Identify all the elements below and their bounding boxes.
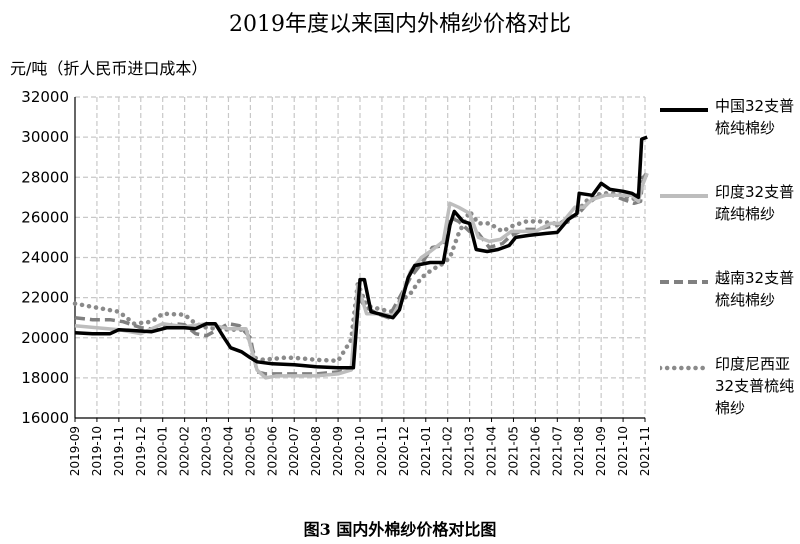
- x-tick-label: 2020-07: [287, 426, 301, 476]
- x-tick-label: 2020-11: [375, 426, 389, 476]
- x-tick-label: 2021-09: [594, 426, 608, 476]
- legend: 中国32支普梳纯棉纱 印度32支普疏纯棉纱 越南32支普梳纯棉纱 印度尼西亚32…: [660, 95, 800, 439]
- y-tick-label: 22000: [21, 289, 69, 307]
- x-tick-labels: 2019-09 2019-10 2019-11 2019-12 2020-01 2020-…: [68, 426, 652, 476]
- x-tick-label: 2020-03: [200, 426, 214, 476]
- x-tick-label: 2020-10: [353, 426, 367, 476]
- y-tick-label: 28000: [21, 168, 69, 186]
- x-tick-label: 2021-06: [528, 426, 542, 476]
- y-tick-label: 20000: [21, 329, 69, 347]
- x-tick-label: 2021-08: [572, 426, 586, 476]
- y-tick-label: 30000: [21, 128, 69, 146]
- y-axis-unit-label: 元/吨（折人民币进口成本）: [10, 59, 208, 78]
- x-tick-label: 2021-07: [550, 426, 564, 476]
- x-tick-label: 2021-02: [441, 426, 455, 476]
- legend-swatch-vietnam: [660, 280, 708, 284]
- y-tick-label: 16000: [21, 409, 69, 427]
- x-tick-label: 2019-11: [112, 426, 126, 476]
- legend-label-china: 中国32支普梳纯棉纱: [715, 97, 795, 137]
- figure-caption: 图3 国内外棉纱价格对比图: [303, 520, 497, 539]
- legend-item-china: 中国32支普梳纯棉纱: [660, 95, 800, 181]
- legend-item-indonesia: 印度尼西亚32支普梳纯棉纱: [660, 353, 800, 439]
- x-tick-label: 2021-11: [638, 426, 652, 476]
- y-tick-label: 24000: [21, 249, 69, 267]
- y-tick-label: 26000: [21, 208, 69, 226]
- legend-item-vietnam: 越南32支普梳纯棉纱: [660, 267, 800, 353]
- grid-lines: [75, 96, 646, 418]
- y-tick-labels: 32000 30000 28000 26000 24000 22000 20000 18000…: [21, 88, 69, 427]
- legend-swatch-india: [660, 194, 708, 198]
- x-tick-label: 2020-08: [309, 426, 323, 476]
- legend-label-vietnam: 越南32支普梳纯棉纱: [715, 269, 795, 309]
- x-tick-label: 2019-10: [90, 426, 104, 476]
- x-tick-label: 2020-04: [221, 426, 235, 476]
- x-tick-label: 2021-03: [463, 426, 477, 476]
- series-line-india: [74, 172, 649, 380]
- x-tick-label: 2020-12: [397, 426, 411, 476]
- x-tick-label: 2020-06: [265, 426, 279, 476]
- x-tick-label: 2020-02: [178, 426, 192, 476]
- x-tick-label: 2019-12: [134, 426, 148, 476]
- chart-title: 2019年度以来国内外棉纱价格对比: [229, 12, 571, 37]
- legend-label-indonesia: 印度尼西亚32支普梳纯棉纱: [715, 355, 795, 417]
- series-line-vietnam: [74, 173, 648, 376]
- series-line-china: [74, 135, 648, 370]
- y-tick-label: 18000: [21, 369, 69, 387]
- x-tick-label: 2020-09: [331, 426, 345, 476]
- y-tick-label: 32000: [21, 88, 69, 106]
- x-tick-label: 2021-05: [506, 426, 520, 476]
- legend-label-india: 印度32支普疏纯棉纱: [715, 183, 795, 223]
- x-tick-label: 2019-09: [68, 426, 82, 476]
- x-tick-label: 2021-04: [485, 426, 499, 476]
- legend-swatch-china: [660, 108, 708, 112]
- legend-item-india: 印度32支普疏纯棉纱: [660, 181, 800, 267]
- series-line-indonesia: [72, 168, 650, 364]
- x-tick-label: 2020-01: [156, 426, 170, 476]
- axes: [74, 97, 646, 422]
- x-tick-label: 2020-05: [243, 426, 257, 476]
- x-tick-label: 2021-01: [419, 426, 433, 476]
- series-lines: [72, 135, 650, 380]
- x-tick-label: 2021-10: [616, 426, 630, 476]
- legend-swatch-indonesia: [660, 365, 710, 371]
